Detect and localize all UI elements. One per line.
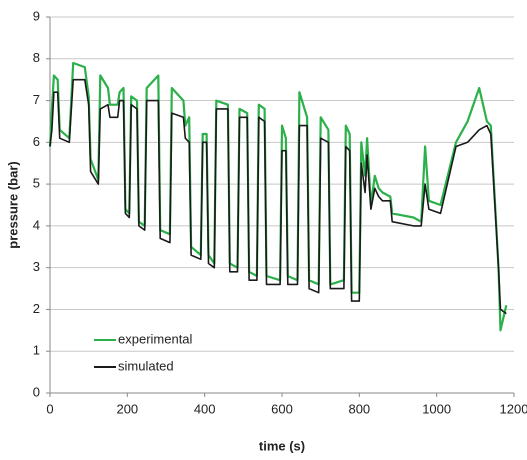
legend-label: experimental — [118, 331, 193, 346]
series-line — [48, 61, 508, 332]
x-tick-label: 200 — [116, 401, 138, 416]
y-tick-label: 0 — [33, 384, 40, 399]
y-tick-label: 3 — [33, 259, 40, 274]
y-tick-label: 2 — [33, 301, 40, 316]
x-tick-label: 600 — [271, 401, 293, 416]
y-tick-label: 7 — [33, 92, 40, 107]
x-tick-label: 1000 — [422, 401, 451, 416]
y-tick-label: 5 — [33, 176, 40, 191]
y-tick-label: 1 — [33, 343, 40, 358]
x-tick-label: 800 — [348, 401, 370, 416]
y-tick-label: 9 — [33, 8, 40, 23]
legend-label: simulated — [118, 358, 174, 373]
y-axis-title: pressure (bar) — [5, 161, 20, 248]
x-axis-title: time (s) — [259, 438, 305, 453]
series-line — [49, 78, 507, 315]
x-tick-label: 0 — [46, 401, 53, 416]
y-tick-label: 6 — [33, 134, 40, 149]
y-tick-label: 8 — [33, 50, 40, 65]
x-tick-label: 400 — [194, 401, 216, 416]
y-tick-label: 4 — [33, 217, 40, 232]
x-tick-label: 1200 — [500, 401, 527, 416]
